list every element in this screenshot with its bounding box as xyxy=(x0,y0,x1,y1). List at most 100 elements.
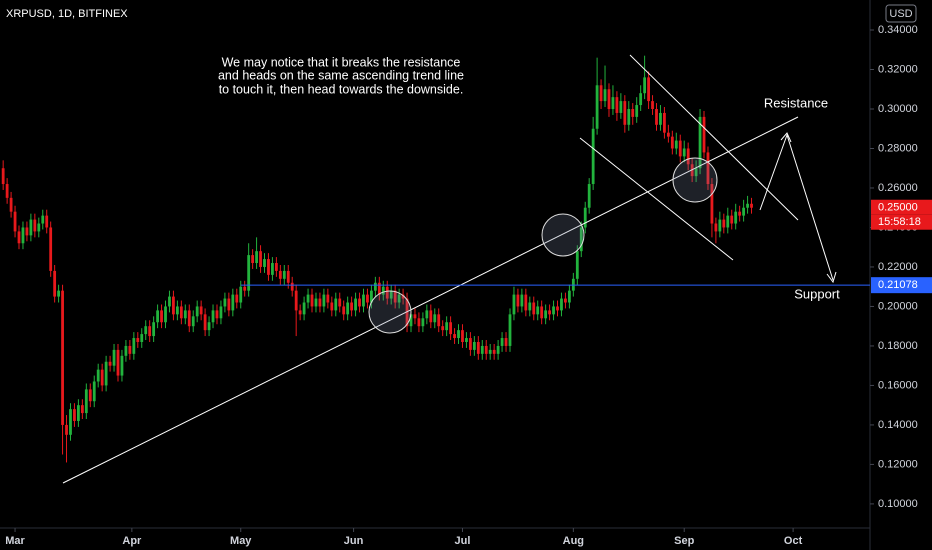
currency-label[interactable]: USD xyxy=(889,8,912,20)
candle-body xyxy=(413,314,417,319)
y-tick-label: 0.26000 xyxy=(878,182,918,194)
candle-body xyxy=(207,322,211,331)
candle-body xyxy=(73,409,76,421)
candle-body xyxy=(663,112,666,133)
candle-body xyxy=(9,197,13,212)
candle-body xyxy=(96,369,100,382)
candle-body xyxy=(148,326,152,337)
candle-body xyxy=(746,203,749,208)
candle-body xyxy=(164,306,167,323)
candle-body xyxy=(405,298,409,327)
candle-body xyxy=(453,334,456,339)
candle-body xyxy=(61,290,64,425)
candle-body xyxy=(607,89,611,109)
candle-body xyxy=(251,255,255,264)
candle-body xyxy=(160,310,163,323)
candle-body xyxy=(635,105,639,117)
candle-body xyxy=(457,330,460,339)
candle-body xyxy=(124,345,128,356)
candle-body xyxy=(120,355,124,376)
candle-body xyxy=(231,294,235,311)
last-price-box xyxy=(871,199,932,215)
candle-body xyxy=(734,211,738,224)
candle-body xyxy=(437,314,441,327)
candle-body xyxy=(722,219,726,228)
candle-body xyxy=(37,223,41,232)
candle-body xyxy=(694,168,698,177)
candle-body xyxy=(476,341,480,354)
candle-body xyxy=(100,369,104,386)
candle-body xyxy=(88,389,92,402)
candle-body xyxy=(666,132,670,137)
channel-top xyxy=(629,54,799,221)
candle-body xyxy=(358,298,361,307)
candle-body xyxy=(484,345,488,354)
candle-body xyxy=(5,184,9,198)
candle-body xyxy=(445,322,449,331)
candle-body xyxy=(504,338,508,346)
candle-body xyxy=(239,286,243,303)
candle-body xyxy=(338,298,342,307)
candle-body xyxy=(520,294,524,307)
candle-body xyxy=(702,116,706,153)
candle-body xyxy=(140,334,144,342)
support-price-box xyxy=(871,277,932,294)
candle-body xyxy=(472,341,476,350)
candle-body xyxy=(172,296,175,315)
candle-body xyxy=(25,227,29,236)
candle-body xyxy=(564,298,567,303)
candle-body xyxy=(377,282,381,295)
candle-body xyxy=(310,294,314,307)
candle-body xyxy=(710,184,714,224)
candle-body xyxy=(116,349,120,376)
candle-body xyxy=(385,286,389,299)
candle-body xyxy=(750,203,753,208)
candle-body xyxy=(362,294,365,307)
candle-body xyxy=(461,330,464,342)
x-tick-label: Aug xyxy=(563,535,584,547)
candle-body xyxy=(468,338,472,350)
candle-body xyxy=(49,227,53,271)
candle-body xyxy=(480,345,484,354)
candle-body xyxy=(33,219,37,232)
x-tick-label: Jun xyxy=(344,535,364,547)
projection-arrow xyxy=(759,133,834,281)
candle-body xyxy=(611,97,615,109)
candle-body xyxy=(203,314,207,331)
candle-body xyxy=(742,207,746,216)
candle-body xyxy=(366,294,369,303)
candle-body xyxy=(686,148,690,165)
candle-body xyxy=(373,282,377,291)
candle-body xyxy=(512,294,516,315)
candle-body xyxy=(492,349,496,354)
candle-body xyxy=(603,89,607,102)
candle-body xyxy=(714,223,718,232)
candle-body xyxy=(215,310,219,319)
candle-body xyxy=(627,108,631,125)
candle-body xyxy=(179,306,183,319)
candle-body xyxy=(298,310,302,315)
candle-body xyxy=(104,361,108,386)
currency-button[interactable] xyxy=(885,4,917,23)
candle-body xyxy=(524,294,528,311)
candles xyxy=(1,55,753,463)
candle-body xyxy=(199,306,203,315)
y-tick-label: 0.16000 xyxy=(878,379,918,391)
candle-body xyxy=(639,93,643,106)
y-tick-label: 0.30000 xyxy=(878,103,918,115)
arrow-head xyxy=(780,132,792,143)
candle-body xyxy=(152,322,156,337)
candle-body xyxy=(488,349,492,354)
candle-body xyxy=(191,316,195,327)
candle-body xyxy=(595,85,599,129)
candle-body xyxy=(132,338,136,354)
trend-line xyxy=(62,116,799,484)
candle-body xyxy=(92,381,96,402)
candle-body xyxy=(183,310,187,319)
candle-body xyxy=(175,306,179,315)
highlight-circle xyxy=(368,290,412,334)
candle-body xyxy=(168,296,171,307)
candle-body xyxy=(647,77,650,102)
